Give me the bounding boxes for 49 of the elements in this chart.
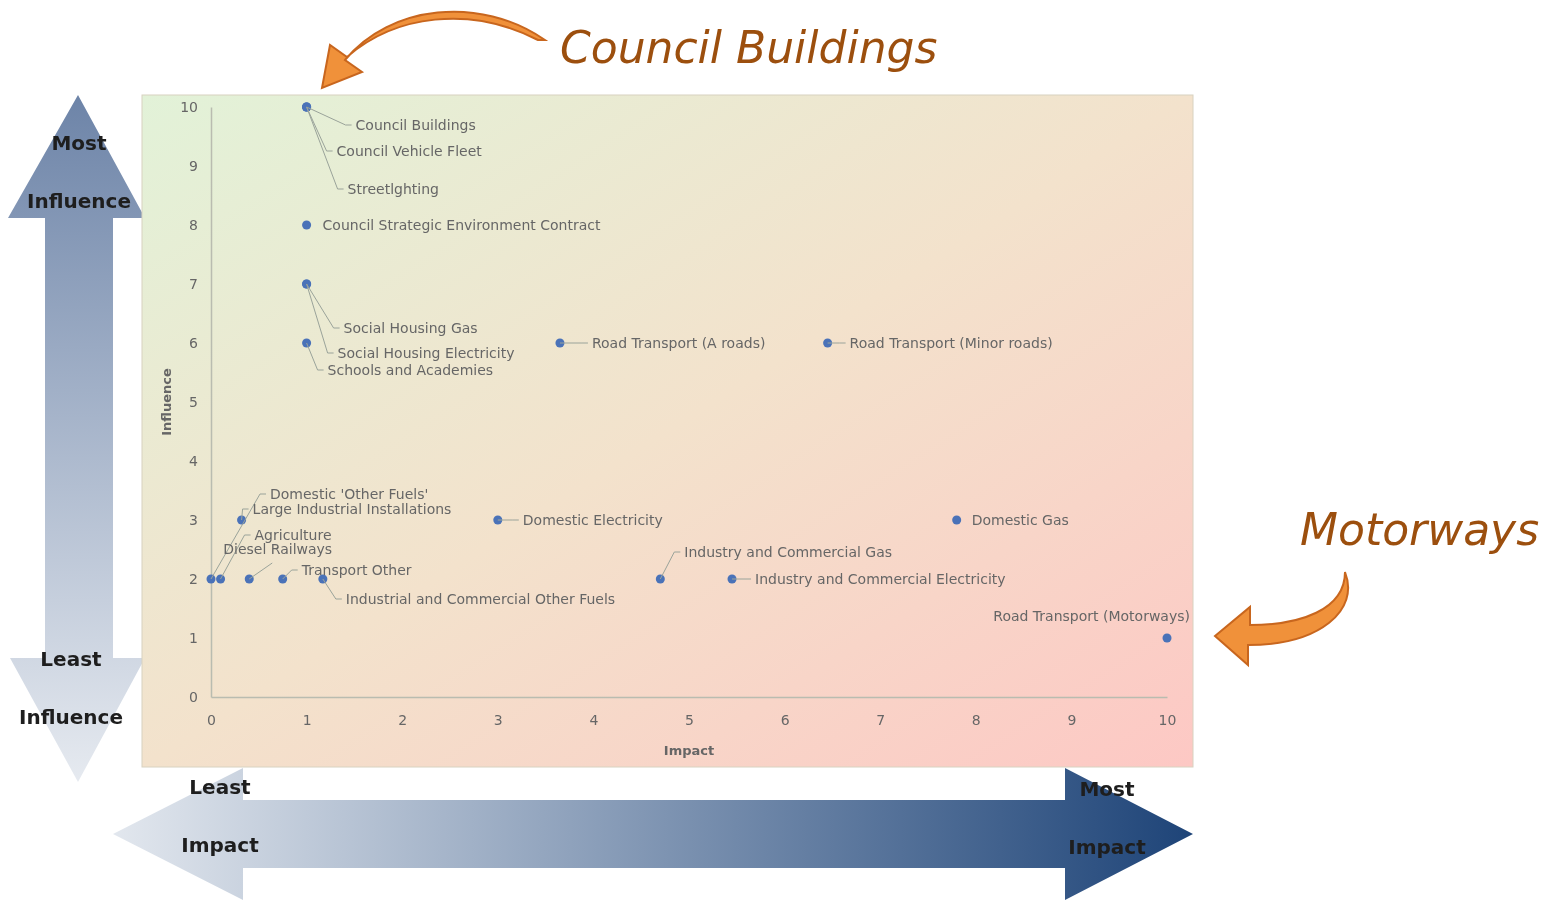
annotation: Transport Other bbox=[300, 561, 412, 578]
x-tick-label: 2 bbox=[398, 711, 408, 728]
y-tick-label: 10 bbox=[180, 98, 198, 115]
text: Most Impact bbox=[1068, 777, 1146, 859]
text: Most Influence bbox=[27, 131, 131, 213]
x-tick-label: 10 bbox=[1158, 711, 1177, 728]
x-tick-label: 8 bbox=[971, 711, 981, 728]
y-tick-label: 9 bbox=[189, 157, 198, 174]
annotation: Road Transport (Minor roads) bbox=[849, 334, 1053, 351]
text: Council Buildings bbox=[560, 22, 938, 74]
annotation: Council Vehicle Fleet bbox=[336, 142, 483, 159]
x-tick-label: 4 bbox=[589, 711, 599, 728]
text: Least Impact bbox=[181, 775, 259, 857]
annotation: Agriculture bbox=[254, 526, 332, 543]
annotation: Industrial and Commercial Other Fuels bbox=[345, 590, 616, 607]
x-tick-label: 6 bbox=[780, 711, 790, 728]
annotation: Council Strategic Environment Contract bbox=[322, 216, 601, 233]
annotation: Industry and Commercial Electricity bbox=[755, 570, 1006, 587]
annotation: Large Industrial Installations bbox=[252, 500, 452, 517]
x-tick-label: 1 bbox=[302, 711, 312, 728]
annotation: Domestic Electricity bbox=[522, 511, 663, 528]
annotation: Social Housing Gas bbox=[343, 319, 478, 336]
text: Least Influence bbox=[19, 647, 123, 729]
y-tick-label: 6 bbox=[189, 334, 199, 351]
annotation: Streetlghting bbox=[347, 180, 439, 197]
x-tick-label: 9 bbox=[1067, 711, 1077, 728]
x-axis-title: Impact bbox=[663, 743, 715, 758]
text: Motorways bbox=[1300, 504, 1540, 556]
annotation: Schools and Academies bbox=[327, 361, 494, 378]
annotation: Road Transport (A roads) bbox=[591, 334, 766, 351]
y-tick-label: 3 bbox=[189, 511, 198, 528]
y-axis-title: Influence bbox=[159, 368, 174, 436]
annotation: Domestic 'Other Fuels' bbox=[270, 485, 429, 502]
annotation: Council Buildings bbox=[355, 116, 476, 133]
x-tick-label: 0 bbox=[207, 711, 216, 728]
y-tick-label: 2 bbox=[189, 570, 198, 587]
x-tick-label: 7 bbox=[876, 711, 886, 728]
y-tick-label: 4 bbox=[189, 452, 199, 469]
annotation: Road Transport (Motorways) bbox=[993, 607, 1190, 624]
annotation: Social Housing Electricity bbox=[337, 344, 515, 361]
y-tick-label: 7 bbox=[189, 275, 198, 292]
annotation: Domestic Gas bbox=[971, 511, 1069, 528]
y-tick-label: 1 bbox=[189, 629, 198, 646]
y-tick-label: 8 bbox=[189, 216, 198, 233]
x-tick-label: 5 bbox=[685, 711, 694, 728]
y-tick-label: 0 bbox=[189, 688, 198, 705]
y-tick-label: 5 bbox=[189, 393, 198, 410]
annotation: Industry and Commercial Gas bbox=[684, 543, 893, 560]
x-tick-label: 3 bbox=[493, 711, 503, 728]
